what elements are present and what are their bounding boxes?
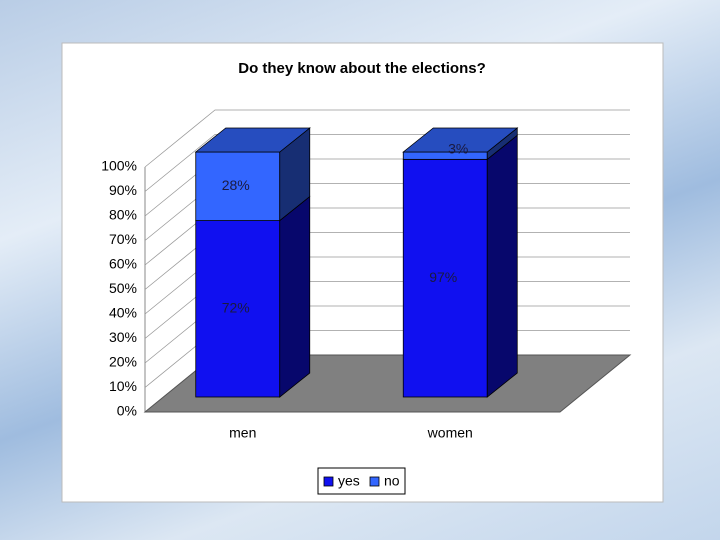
y-tick-label: 90%: [109, 182, 137, 198]
data-label: 28%: [222, 177, 250, 193]
y-tick-label: 50%: [109, 280, 137, 296]
y-tick-label: 20%: [109, 354, 137, 370]
bar-segment: [402, 151, 488, 160]
chart-title: Do they know about the elections?: [238, 60, 486, 77]
data-label: 3%: [448, 141, 468, 157]
y-tick-label: 70%: [109, 231, 137, 247]
legend-label: no: [384, 473, 400, 489]
y-tick-label: 10%: [109, 378, 137, 394]
bar-top: [402, 127, 519, 153]
data-label: 72%: [222, 300, 250, 316]
legend-swatch: [369, 476, 380, 487]
legend-label: yes: [338, 473, 360, 489]
y-tick-label: 80%: [109, 207, 137, 223]
x-tick-label: men: [229, 425, 256, 441]
y-tick-label: 100%: [101, 158, 137, 174]
y-tick-label: 0%: [117, 403, 137, 419]
y-tick-label: 40%: [109, 305, 137, 321]
y-tick-label: 60%: [109, 256, 137, 272]
bar-side: [279, 195, 311, 398]
bar-side: [486, 134, 518, 398]
x-tick-label: women: [427, 425, 473, 441]
bar-segment: [195, 151, 281, 221]
bar-segment: [402, 158, 488, 398]
bar-segment: [195, 220, 281, 398]
legend-swatch: [323, 476, 334, 487]
y-tick-label: 30%: [109, 329, 137, 345]
grid-line: [144, 109, 630, 168]
chart-panel: [61, 42, 664, 503]
bar-top: [194, 127, 311, 153]
data-label: 97%: [429, 269, 457, 285]
